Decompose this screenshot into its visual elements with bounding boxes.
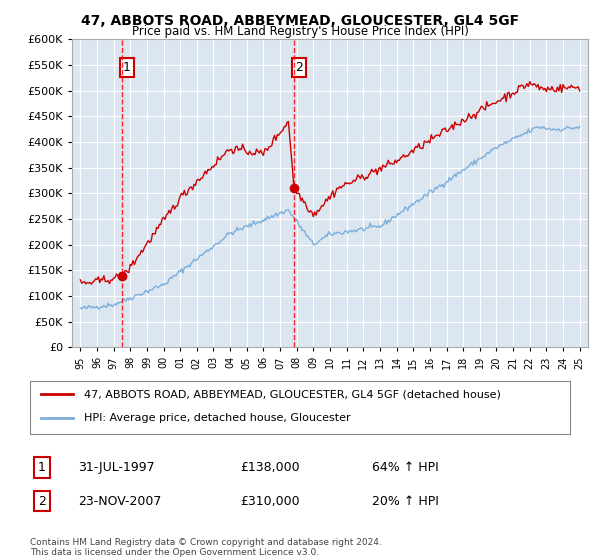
Text: 31-JUL-1997: 31-JUL-1997 (78, 461, 155, 474)
Text: Price paid vs. HM Land Registry's House Price Index (HPI): Price paid vs. HM Land Registry's House … (131, 25, 469, 38)
Text: 1: 1 (123, 61, 131, 74)
Text: 64% ↑ HPI: 64% ↑ HPI (372, 461, 439, 474)
Text: 2: 2 (295, 61, 303, 74)
Text: £310,000: £310,000 (240, 494, 299, 508)
Text: 2: 2 (38, 494, 46, 508)
Text: 47, ABBOTS ROAD, ABBEYMEAD, GLOUCESTER, GL4 5GF: 47, ABBOTS ROAD, ABBEYMEAD, GLOUCESTER, … (81, 14, 519, 28)
Text: 1: 1 (38, 461, 46, 474)
Text: HPI: Average price, detached house, Gloucester: HPI: Average price, detached house, Glou… (84, 413, 350, 423)
Text: 23-NOV-2007: 23-NOV-2007 (78, 494, 161, 508)
Text: 20% ↑ HPI: 20% ↑ HPI (372, 494, 439, 508)
Text: £138,000: £138,000 (240, 461, 299, 474)
Text: 47, ABBOTS ROAD, ABBEYMEAD, GLOUCESTER, GL4 5GF (detached house): 47, ABBOTS ROAD, ABBEYMEAD, GLOUCESTER, … (84, 389, 501, 399)
Text: Contains HM Land Registry data © Crown copyright and database right 2024.
This d: Contains HM Land Registry data © Crown c… (30, 538, 382, 557)
